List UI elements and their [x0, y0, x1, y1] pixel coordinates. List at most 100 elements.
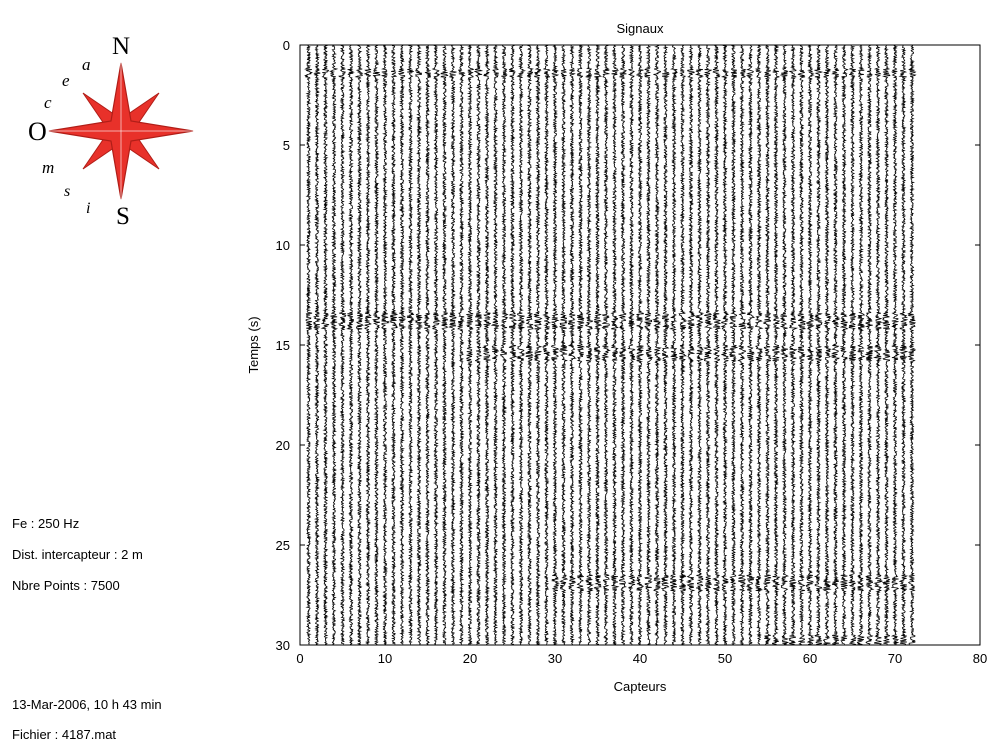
- seismic-trace: [830, 44, 841, 645]
- seismic-trace: [643, 44, 654, 645]
- seismic-trace: [703, 44, 713, 645]
- seismic-trace: [593, 44, 603, 645]
- seismic-trace: [873, 44, 884, 645]
- seismic-trace: [525, 44, 535, 645]
- seismic-trace: [711, 44, 722, 645]
- y-tick-label: 10: [276, 238, 290, 253]
- seismic-trace: [771, 44, 781, 645]
- seismic-trace: [422, 44, 432, 645]
- seismic-trace: [881, 44, 891, 645]
- logo-letter-c: c: [44, 93, 52, 112]
- seismic-trace: [431, 44, 441, 645]
- seismic-trace: [745, 44, 756, 645]
- seismic-trace: [481, 44, 492, 645]
- seismic-trace: [337, 44, 347, 645]
- seismic-trace: [856, 44, 866, 645]
- logo-letter-e: e: [62, 71, 70, 90]
- seismic-trace: [907, 44, 917, 645]
- seismic-trace: [550, 44, 560, 645]
- x-tick-label: 60: [803, 651, 817, 666]
- seismic-trace: [584, 44, 594, 645]
- y-axis: 0 5 10 15 20 25 30: [276, 38, 980, 653]
- sampling-frequency: Fe : 250 Hz: [12, 516, 80, 531]
- acquisition-date: 13-Mar-2006, 10 h 43 min: [12, 697, 162, 712]
- y-tick-label: 20: [276, 438, 290, 453]
- seismic-trace: [788, 44, 799, 645]
- seismic-trace: [542, 44, 552, 645]
- logo-letter-o: O: [28, 117, 47, 146]
- seismic-trace: [364, 44, 372, 645]
- seismic-trace: [558, 44, 569, 645]
- x-tick-label: 10: [378, 651, 392, 666]
- logo-letter-s: S: [116, 203, 130, 230]
- logo-letter-i: i: [86, 200, 90, 217]
- seismic-trace: [848, 44, 857, 645]
- seismic-trace: [499, 44, 509, 645]
- logo-letter-m: m: [42, 158, 54, 177]
- y-tick-label: 30: [276, 638, 290, 653]
- seismic-traces: [304, 44, 917, 645]
- seismic-trace: [685, 44, 696, 645]
- x-axis: 0 10 20 30 40 50 60 70 80: [296, 45, 987, 666]
- chart-title: Signaux: [617, 21, 664, 36]
- seismic-trace: [465, 44, 475, 645]
- seismic-trace: [515, 44, 527, 645]
- seismic-trace: [346, 44, 355, 645]
- file-name: Fichier : 4187.mat: [12, 727, 117, 742]
- seismic-trace: [440, 44, 449, 645]
- seismic-trace: [320, 44, 330, 645]
- seismic-trace: [304, 44, 314, 645]
- seismic-trace: [490, 44, 500, 645]
- seismic-trace: [754, 44, 764, 645]
- seismic-trace: [397, 44, 407, 645]
- seismic-trace: [414, 44, 423, 645]
- seismic-trace: [508, 44, 518, 645]
- seismic-trace: [864, 44, 875, 645]
- x-tick-label: 70: [888, 651, 902, 666]
- x-axis-label: Capteurs: [614, 679, 667, 694]
- x-tick-label: 40: [633, 651, 647, 666]
- seismic-trace: [652, 44, 662, 645]
- seismic-trace: [601, 44, 612, 645]
- x-tick-label: 20: [463, 651, 477, 666]
- compass-rose-logo: N S O c e a i s m: [28, 33, 194, 230]
- seismic-trace: [890, 44, 900, 645]
- x-tick-label: 50: [718, 651, 732, 666]
- seismic-trace: [457, 44, 466, 645]
- seismic-trace: [372, 44, 381, 645]
- seismic-trace: [473, 44, 484, 645]
- seismic-trace: [567, 44, 577, 645]
- number-of-points: Nbre Points : 7500: [12, 578, 120, 593]
- seismic-trace: [533, 44, 543, 645]
- seismic-trace: [636, 44, 645, 645]
- seismic-trace: [762, 44, 772, 645]
- logo-letter-n: N: [112, 33, 130, 60]
- seismic-trace: [354, 44, 364, 645]
- seismic-trace: [839, 44, 849, 645]
- seismic-trace: [728, 44, 739, 645]
- seismic-trace: [779, 44, 790, 645]
- seismic-trace: [389, 44, 399, 645]
- seismic-trace: [669, 44, 679, 645]
- seismic-trace: [329, 44, 339, 645]
- seismic-trace: [312, 44, 321, 645]
- seismic-trace: [627, 44, 637, 645]
- seismic-trace: [381, 44, 390, 645]
- seismic-trace: [576, 44, 585, 645]
- x-tick-label: 30: [548, 651, 562, 666]
- seismic-trace: [720, 44, 730, 645]
- logo-letter-s-small: s: [64, 183, 70, 200]
- logo-letter-a: a: [82, 55, 91, 74]
- seismic-trace: [694, 44, 705, 645]
- y-tick-label: 5: [283, 138, 290, 153]
- seismic-trace: [406, 44, 415, 645]
- y-tick-label: 25: [276, 538, 290, 553]
- seismic-trace: [797, 44, 807, 645]
- seismic-trace: [678, 44, 688, 645]
- seismic-trace: [737, 44, 747, 645]
- sensor-spacing: Dist. intercapteur : 2 m: [12, 547, 143, 562]
- seismic-trace: [660, 44, 670, 645]
- seismic-trace: [805, 44, 815, 645]
- seismic-trace: [610, 44, 620, 645]
